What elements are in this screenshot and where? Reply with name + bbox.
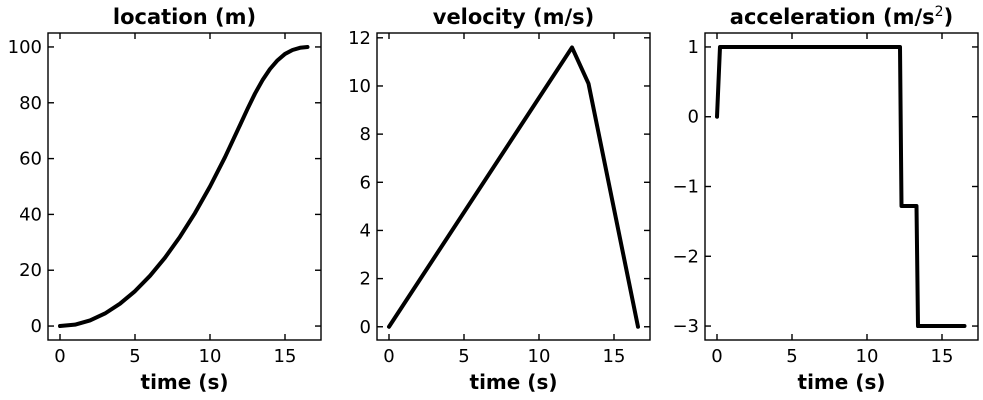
y-tick-label: 100 bbox=[8, 37, 42, 58]
y-tick-label: 2 bbox=[360, 269, 371, 290]
y-tick-label: 4 bbox=[360, 220, 371, 241]
y-tick-label: −1 bbox=[672, 177, 699, 198]
chart-panel-1: location (m) 0 5 10 15 0 20 40 60 80 100 time (s) bbox=[8, 5, 322, 394]
y-tick-label: 10 bbox=[348, 76, 371, 97]
chart-panel-2: velocity (m/s) 0 5 10 15 0 2 4 6 8 10 12 time (s) bbox=[348, 5, 651, 394]
chart-title: acceleration (m/s2) bbox=[730, 4, 953, 29]
x-tick-label: 15 bbox=[603, 346, 626, 367]
y-tick-label: 40 bbox=[19, 204, 42, 225]
x-tick-label: 5 bbox=[129, 346, 140, 367]
chart-title-text: velocity (m/s) bbox=[433, 5, 595, 29]
x-tick-label: 15 bbox=[931, 346, 954, 367]
chart-title-suffix: ) bbox=[944, 5, 954, 29]
x-tick-label: 5 bbox=[786, 346, 797, 367]
y-tick-label: 60 bbox=[19, 149, 42, 170]
x-tick-label: 10 bbox=[199, 346, 222, 367]
x-tick-label: 10 bbox=[856, 346, 879, 367]
y-tick-label: 12 bbox=[348, 28, 371, 49]
y-tick-label: 80 bbox=[19, 93, 42, 114]
chart-title: velocity (m/s) bbox=[433, 5, 595, 29]
plot-frame bbox=[47, 32, 322, 341]
x-tick-label: 0 bbox=[711, 346, 722, 367]
y-tick-label: 1 bbox=[688, 37, 699, 58]
y-tick-label: 8 bbox=[360, 124, 371, 145]
y-tick-label: −2 bbox=[672, 246, 699, 267]
chart-title-text: acceleration (m/s bbox=[730, 5, 935, 29]
chart-title-superscript: 2 bbox=[935, 4, 944, 20]
y-tick-label: −3 bbox=[672, 316, 699, 337]
plot-frame bbox=[704, 32, 979, 341]
y-tick-label: 0 bbox=[688, 107, 699, 128]
x-tick-label: 0 bbox=[383, 346, 394, 367]
y-tick-label: 0 bbox=[360, 317, 371, 338]
series-line bbox=[715, 44, 967, 329]
x-axis-label: time (s) bbox=[798, 370, 886, 394]
y-tick-label: 20 bbox=[19, 260, 42, 281]
x-axis-label: time (s) bbox=[470, 370, 558, 394]
y-tick-label: 6 bbox=[360, 172, 371, 193]
x-tick-label: 15 bbox=[274, 346, 297, 367]
x-tick-label: 0 bbox=[54, 346, 65, 367]
series-line bbox=[387, 45, 640, 329]
x-tick-label: 10 bbox=[528, 346, 551, 367]
plot-frame bbox=[376, 32, 651, 341]
series-line bbox=[58, 44, 310, 329]
x-tick-label: 5 bbox=[458, 346, 469, 367]
chart-title-text: location (m) bbox=[113, 5, 256, 29]
chart-title: location (m) bbox=[113, 5, 256, 29]
y-tick-label: 0 bbox=[31, 316, 42, 337]
x-axis-label: time (s) bbox=[141, 370, 229, 394]
